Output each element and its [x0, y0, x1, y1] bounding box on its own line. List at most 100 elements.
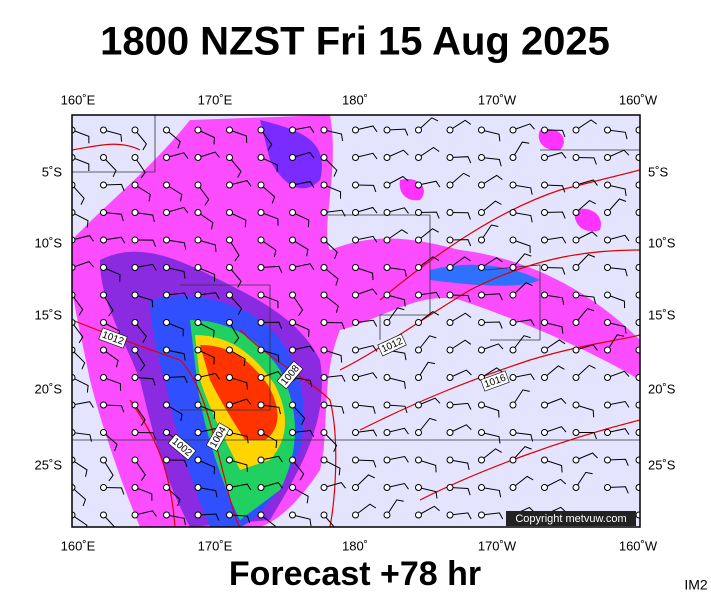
station: [604, 374, 611, 381]
wind-barb: [575, 364, 596, 378]
station: [509, 264, 517, 271]
wind-barb: [260, 265, 283, 274]
station: [257, 401, 265, 409]
station: [163, 291, 170, 299]
wind-barb: [134, 263, 157, 271]
wind-barb: [449, 402, 472, 410]
wind-barb: [323, 267, 339, 286]
station: [415, 209, 422, 216]
wind-barb: [72, 432, 92, 442]
station: [509, 154, 517, 161]
wind-barb: [418, 256, 440, 268]
station: [194, 374, 202, 381]
wind-barb: [638, 513, 640, 516]
station: [604, 154, 611, 161]
wind-barb: [197, 184, 210, 206]
wind-barb: [260, 294, 279, 309]
wind-barb: [197, 372, 220, 380]
wind-barb: [292, 212, 310, 228]
station: [320, 291, 328, 299]
station: [194, 209, 202, 216]
station: [541, 264, 548, 271]
wind-barb: [418, 335, 437, 351]
wind-barb: [607, 184, 627, 196]
wind-barb: [197, 349, 215, 365]
wind-barb: [229, 432, 249, 444]
wind-barb: [166, 487, 181, 507]
wind-barb: [449, 119, 472, 131]
station: [257, 209, 265, 216]
station: [635, 264, 640, 271]
wind-barb: [481, 343, 504, 351]
station: [289, 154, 296, 161]
station: [478, 511, 485, 519]
wind-barb: [575, 119, 597, 131]
station: [604, 401, 611, 409]
wind-barb: [512, 446, 532, 461]
station: [415, 456, 422, 464]
wind-barb: [575, 404, 595, 418]
wind-barb: [260, 129, 273, 151]
station: [352, 429, 359, 436]
station: [509, 401, 517, 409]
wind-barb: [575, 231, 598, 241]
station: [289, 264, 296, 271]
image-code: IM2: [684, 577, 708, 593]
station: [320, 181, 328, 189]
wind-barb: [355, 404, 376, 414]
wind-barb: [72, 294, 84, 316]
station: [635, 456, 640, 464]
wind-barb: [323, 404, 345, 414]
wind-barb: [512, 335, 531, 351]
isobar-label-box: [167, 433, 197, 461]
station: [100, 209, 107, 216]
station: [194, 126, 202, 134]
wind-barb: [134, 294, 154, 308]
station: [226, 484, 233, 491]
station: [415, 126, 422, 134]
station: [541, 126, 548, 134]
wind-barb: [512, 184, 533, 195]
wind-barb: [575, 452, 598, 461]
station: [572, 209, 580, 216]
station: [226, 511, 233, 519]
station: [194, 264, 202, 271]
station: [226, 264, 233, 271]
station: [446, 429, 454, 436]
station: [226, 319, 233, 326]
station: [352, 484, 359, 491]
station: [604, 429, 611, 436]
wind-barb: [292, 239, 309, 257]
station: [320, 154, 328, 161]
station: [226, 209, 233, 216]
station: [541, 401, 548, 409]
wind-barb: [481, 129, 501, 142]
station: [289, 346, 296, 354]
station: [131, 126, 139, 134]
wind-barb: [355, 372, 378, 379]
wind-barb: [197, 459, 216, 475]
wind-barb: [481, 448, 502, 461]
wind-barb: [72, 261, 94, 268]
station: [131, 346, 139, 354]
lat-label: 5˚S: [648, 164, 669, 179]
station: [289, 511, 296, 519]
station: [446, 319, 454, 326]
wind-barb: [323, 294, 339, 313]
station: [100, 181, 107, 189]
wind-barb: [512, 239, 531, 254]
station: [352, 511, 359, 519]
wind-barb: [607, 400, 630, 408]
wind-barb: [197, 404, 216, 419]
wind-barb: [292, 181, 315, 188]
station: [100, 429, 107, 436]
wind-barb: [229, 483, 252, 491]
wind-barb: [386, 128, 409, 136]
station: [352, 456, 359, 464]
wind-barb: [449, 239, 472, 247]
station: [446, 456, 454, 464]
wind-barb: [72, 157, 90, 171]
wind-barb: [418, 310, 440, 323]
wind-barb: [418, 397, 441, 406]
station: [509, 291, 517, 299]
